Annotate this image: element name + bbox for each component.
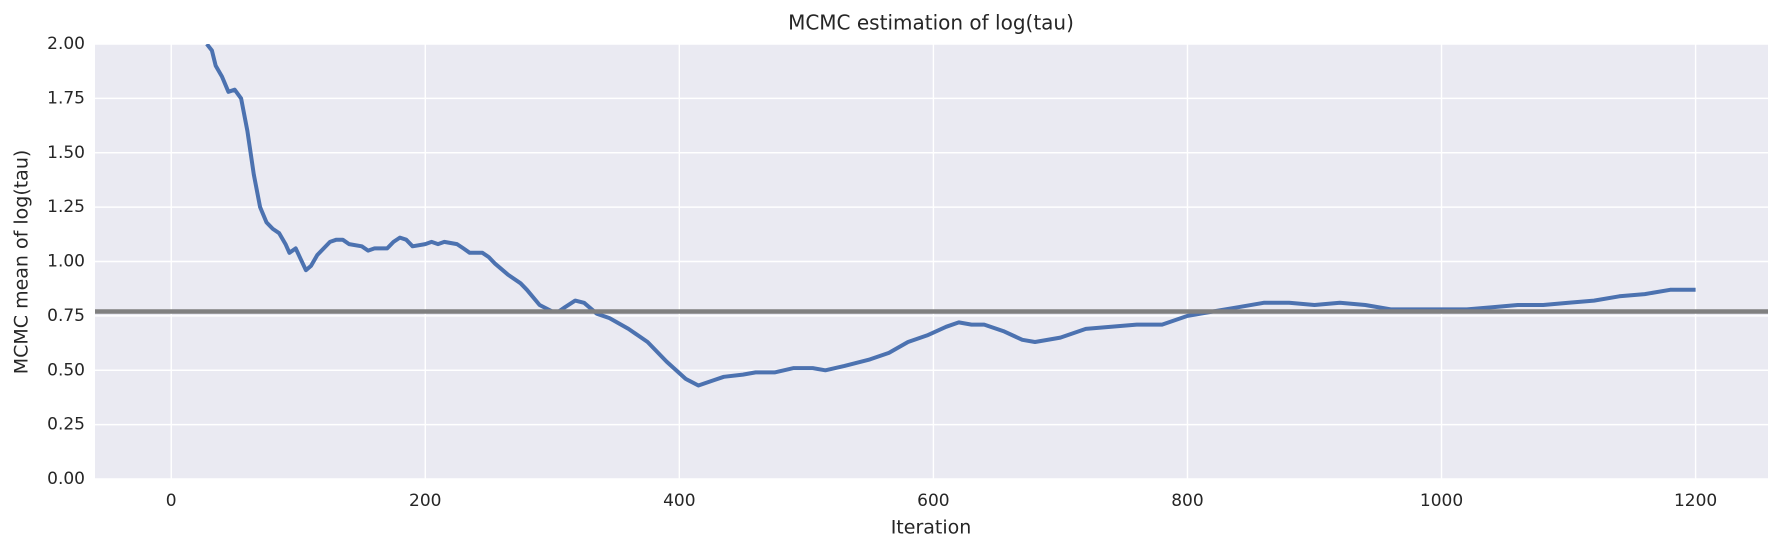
y-tick-label: 0.25 (47, 415, 85, 435)
x-tick-label: 800 (1171, 491, 1203, 511)
x-tick-label: 0 (166, 491, 177, 511)
x-tick-label: 600 (917, 491, 949, 511)
x-tick-label: 200 (409, 491, 441, 511)
y-tick-label: 1.75 (47, 88, 85, 108)
x-tick-label: 1200 (1674, 491, 1717, 511)
x-axis-label: Iteration (891, 517, 972, 539)
grid (95, 43, 1768, 480)
y-tick-label: 0.00 (47, 469, 85, 489)
y-tick-label: 2.00 (47, 34, 85, 54)
y-tick-label: 1.00 (47, 252, 85, 272)
y-tick-label: 1.25 (47, 197, 85, 217)
x-tick-label: 1000 (1420, 491, 1463, 511)
chart-title: MCMC estimation of log(tau) (788, 11, 1074, 35)
y-tick-label: 0.75 (47, 306, 85, 326)
x-tick-label: 400 (663, 491, 695, 511)
marks (95, 44, 1768, 388)
y-tick-label: 1.50 (47, 143, 85, 163)
y-axis-label: MCMC mean of log(tau) (11, 150, 33, 375)
y-tick-label: 0.50 (47, 360, 85, 380)
